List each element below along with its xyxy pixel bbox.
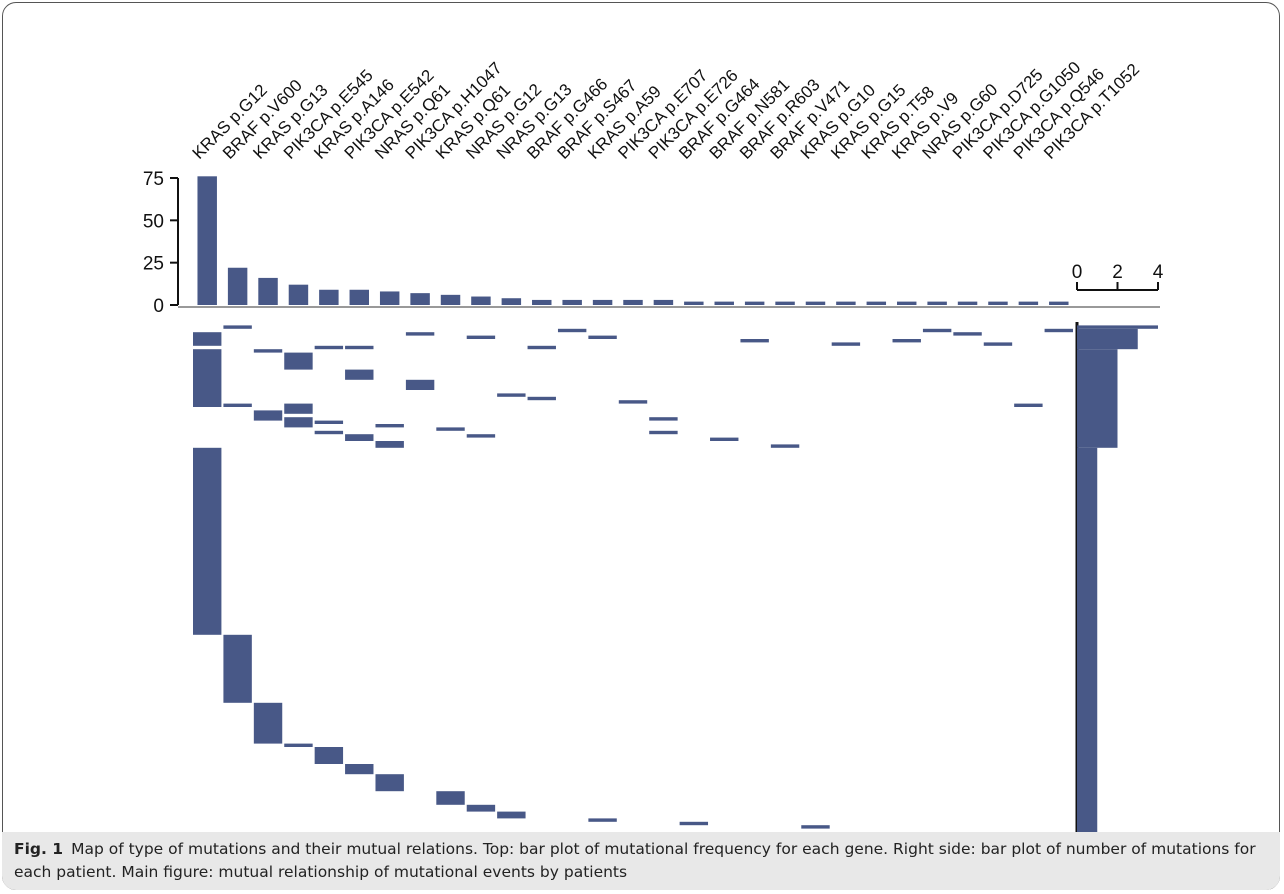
- matrix-cell: [618, 400, 648, 404]
- bar: [805, 301, 826, 305]
- matrix-cell: [223, 634, 252, 703]
- matrix-cell: [314, 430, 344, 435]
- matrix-cell: [649, 430, 678, 435]
- y-tick-label: 0: [153, 296, 164, 317]
- matrix-cell: [345, 345, 374, 350]
- bar: [349, 289, 370, 305]
- x-tick-label: 2: [1112, 262, 1123, 283]
- matrix-cell: [314, 747, 344, 764]
- matrix-cell: [466, 335, 496, 339]
- bar: [440, 294, 461, 305]
- matrix-cell: [557, 328, 587, 333]
- matrix-cell: [405, 379, 435, 390]
- bar: [1049, 301, 1069, 305]
- bar: [775, 301, 795, 305]
- matrix-cell: [770, 444, 800, 448]
- matrix-cell: [649, 417, 678, 421]
- matrix-cell: [284, 743, 313, 747]
- matrix-cell: [193, 332, 222, 346]
- matrix-cell: [466, 804, 496, 812]
- caption: Fig. 1 Map of type of mutations and their…: [2, 832, 1280, 890]
- bar: [288, 284, 309, 305]
- matrix-cell: [314, 420, 344, 424]
- bar: [319, 289, 339, 305]
- matrix-cell: [831, 342, 861, 346]
- matrix-cell: [375, 774, 404, 792]
- matrix-cell: [922, 328, 952, 333]
- bar: [744, 301, 765, 305]
- x-tick-label: 0: [1072, 262, 1083, 283]
- bar: [410, 293, 430, 305]
- matrix-cell: [953, 332, 982, 336]
- caption-label: Fig. 1: [14, 840, 64, 858]
- matrix-cell: [1014, 403, 1043, 407]
- matrix-cell: [314, 345, 344, 350]
- matrix-cell: [345, 434, 374, 441]
- matrix-cell: [1044, 328, 1073, 333]
- bar: [197, 176, 217, 305]
- matrix-cell: [345, 764, 374, 775]
- matrix-cell: [527, 345, 556, 350]
- matrix-cell: [345, 369, 374, 380]
- matrix-cell: [253, 410, 283, 421]
- bar: [988, 301, 1008, 305]
- y-tick-label: 50: [143, 211, 164, 232]
- patient-bar: [1077, 325, 1158, 329]
- bar: [957, 301, 978, 305]
- matrix-cell: [679, 821, 709, 826]
- bar: [592, 299, 613, 305]
- matrix-cell: [892, 339, 921, 343]
- matrix-cell: [436, 427, 465, 431]
- matrix-cell: [588, 818, 617, 822]
- matrix-cell: [497, 811, 526, 819]
- matrix-cell: [253, 702, 283, 744]
- y-tick-label: 25: [143, 254, 164, 275]
- matrix-cell: [497, 393, 526, 397]
- matrix-cell: [193, 349, 222, 407]
- y-tick-label: 75: [143, 169, 164, 190]
- matrix-cell: [253, 349, 283, 353]
- bar: [501, 298, 522, 305]
- matrix-cell: [801, 825, 830, 829]
- bar: [1018, 301, 1039, 305]
- matrix-cell: [284, 352, 313, 370]
- matrix-cell: [284, 417, 313, 428]
- matrix-cell: [375, 424, 404, 428]
- patient-bar: [1077, 328, 1138, 350]
- matrix-cell: [405, 332, 435, 336]
- matrix-cell: [375, 441, 404, 448]
- bar: [927, 301, 947, 305]
- matrix-cell: [466, 434, 496, 438]
- bar: [653, 299, 674, 305]
- bar: [836, 301, 856, 305]
- bar: [258, 277, 278, 305]
- matrix-cell: [193, 447, 222, 635]
- bar: [227, 267, 248, 305]
- x-tick-label: 4: [1153, 262, 1164, 283]
- matrix-cell: [588, 335, 617, 339]
- bar: [714, 301, 734, 305]
- patient-bar: [1077, 349, 1118, 448]
- bar: [471, 296, 491, 305]
- bar: [684, 301, 704, 305]
- matrix-cell: [740, 339, 769, 343]
- bar: [532, 299, 552, 305]
- bar: [866, 301, 887, 305]
- bar: [896, 301, 917, 305]
- matrix-cell: [223, 403, 252, 407]
- matrix-cell: [284, 403, 313, 414]
- bar: [623, 299, 643, 305]
- bar: [379, 291, 400, 305]
- matrix-cell: [436, 791, 465, 805]
- caption-text: Map of type of mutations and their mutua…: [14, 840, 1256, 881]
- matrix-cell: [710, 437, 739, 441]
- matrix-cell: [527, 396, 556, 401]
- matrix-cell: [983, 342, 1013, 346]
- matrix-cell: [223, 325, 252, 329]
- bar: [562, 299, 582, 305]
- patient-bar: [1077, 447, 1098, 832]
